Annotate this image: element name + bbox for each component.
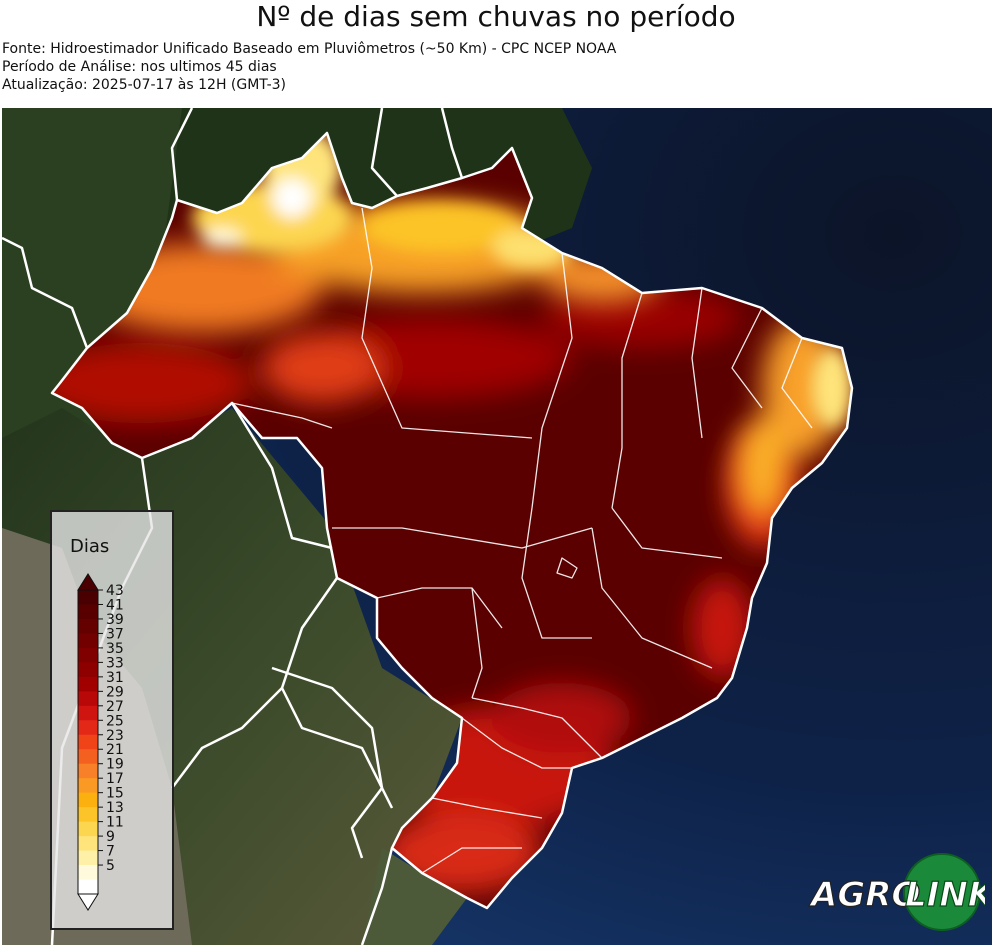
map-title: Nº de dias sem chuvas no período	[256, 0, 736, 33]
legend: Dias 43 41 39 37 35 33 31 29 27 25 23 21 19 17 15 13 11 9…	[50, 510, 174, 930]
colorbar-tick-label: 35	[106, 641, 124, 657]
colorbar-tick-label: 9	[106, 829, 115, 845]
colorbar-cell	[78, 691, 98, 707]
colorbar-cell	[78, 850, 98, 866]
colorbar-cell	[78, 821, 98, 837]
colorbar-cell	[78, 763, 98, 779]
colorbar-cell	[78, 734, 98, 750]
colorbar-tick-label: 11	[106, 815, 124, 831]
colorbar-tick-label: 13	[106, 800, 124, 816]
colorbar-tick-label: 5	[106, 858, 115, 874]
colorbar-tick-label: 29	[106, 684, 124, 700]
legend-title: Dias	[70, 536, 110, 557]
colorbar-tick-label: 43	[106, 583, 124, 599]
analysis-period-text: Período de Análise: nos ultimos 45 dias	[2, 59, 277, 75]
colorbar-cell	[78, 662, 98, 678]
colorbar-cell	[78, 778, 98, 794]
colorbar-cell	[78, 807, 98, 823]
logo-green-circle	[903, 853, 981, 931]
logo-text-left: AGRO	[808, 875, 920, 915]
colorbar-tick-label: 7	[106, 844, 115, 860]
colorbar-tick-label: 19	[106, 757, 124, 773]
colorbar-tick-label: 27	[106, 699, 124, 715]
colorbar-tick-label: 23	[106, 728, 124, 744]
colorbar-cell	[78, 676, 98, 692]
colorbar-tick-label: 33	[106, 655, 124, 671]
colorbar-cell	[78, 590, 98, 605]
colorbar-cell	[78, 604, 98, 620]
colorbar-cell	[78, 792, 98, 808]
colorbar-tick-label: 31	[106, 670, 124, 686]
agrolink-logo: AGRO LINK	[807, 853, 985, 931]
logo-text-right: LINK	[905, 875, 985, 915]
colorbar-cell	[78, 836, 98, 852]
colorbar-tick-label: 15	[106, 786, 124, 802]
colorbar-tick-label: 39	[106, 612, 124, 628]
colorbar-cell	[78, 865, 98, 881]
colorbar-tick-label: 41	[106, 597, 124, 613]
colorbar-cell	[78, 618, 98, 634]
colorbar-cell	[78, 647, 98, 663]
colorbar-tick-label: 21	[106, 742, 124, 758]
colorbar-tick-label: 17	[106, 771, 124, 787]
source-text: Fonte: Hidroestimador Unificado Baseado …	[2, 41, 617, 57]
colorbar-frame	[77, 589, 99, 895]
colorbar-cell	[78, 720, 98, 736]
colorbar-cell	[78, 879, 98, 895]
colorbar-cell	[78, 633, 98, 649]
colorbar-tick-label: 25	[106, 713, 124, 729]
update-time-text: Atualização: 2025-07-17 às 12H (GMT-3)	[2, 77, 286, 93]
colorbar-min-arrow	[77, 893, 99, 911]
colorbar-tick-label: 37	[106, 626, 124, 642]
colorbar-cell	[78, 705, 98, 721]
colorbar-max-arrow	[77, 573, 99, 591]
brazil-dry-days-map	[2, 108, 992, 945]
colorbar-cell	[78, 749, 98, 765]
